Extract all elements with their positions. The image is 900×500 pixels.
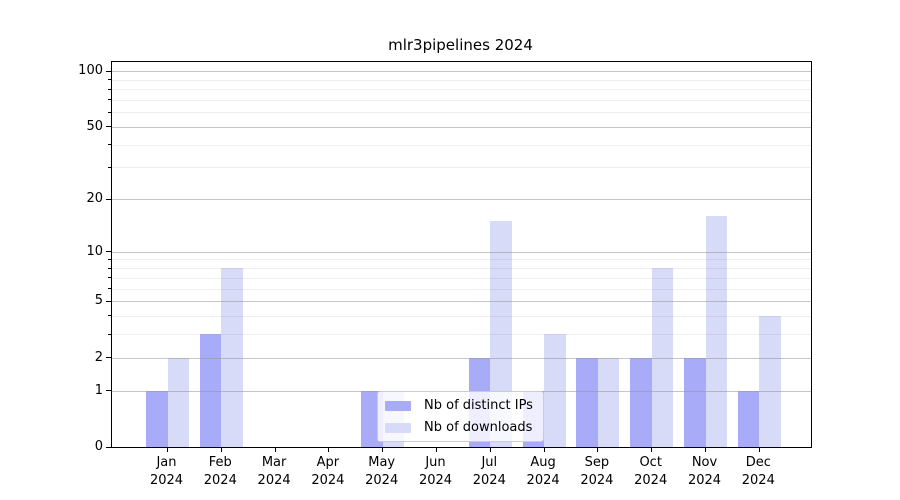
- gridline-major-20: [112, 199, 811, 200]
- bar-nb-of-distinct-ips-oct: [630, 357, 652, 447]
- x-tick-label-nov: Nov 2024: [687, 455, 722, 488]
- gridline-minor-80: [112, 89, 811, 90]
- y-tick-label-2: 2: [94, 349, 103, 365]
- gridline-major-10: [112, 251, 811, 253]
- y-minor-tick-70: [108, 99, 111, 101]
- tick-marks-layer: [106, 62, 811, 452]
- x-tick-label-jan: Jan 2024: [149, 455, 184, 488]
- x-tick-jul: [489, 448, 491, 452]
- y-minor-tick-6: [108, 288, 111, 289]
- x-tick-jan: [167, 448, 168, 452]
- x-tick-label-apr: Apr 2024: [311, 455, 345, 488]
- gridline-major-5: [112, 301, 811, 302]
- y-minor-tick-40: [108, 144, 111, 145]
- x-tick-label-jun: Jun 2024: [418, 455, 453, 488]
- gridline-minor-40: [112, 144, 811, 146]
- gridlines-layer: [112, 62, 811, 447]
- bar-nb-of-distinct-ips-dec: [737, 390, 760, 447]
- x-tick-label-oct: Oct 2024: [634, 455, 668, 488]
- y-minor-tick-4: [108, 315, 111, 317]
- gridline-minor-3: [112, 334, 811, 336]
- y-tick-5: [106, 300, 111, 302]
- gridline-major-50: [112, 126, 811, 128]
- y-tick-label-100: 100: [78, 63, 103, 78]
- y-tick-20: [106, 198, 111, 200]
- gridline-major-100: [112, 71, 811, 72]
- x-tick-label-sep: Sep 2024: [580, 455, 614, 488]
- gridline-minor-30: [112, 167, 811, 169]
- gridline-minor-70: [112, 99, 811, 101]
- chart-title: mlr3pipelines 2024: [388, 36, 533, 54]
- legend-item-distinct-ips: Nb of distinct IPs: [385, 398, 533, 413]
- y-tick-label-20: 20: [86, 191, 103, 206]
- bar-nb-of-distinct-ips-jan: [146, 390, 168, 447]
- legend-label-downloads: Nb of downloads: [424, 420, 533, 435]
- legend-swatch-distinct-ips: [385, 400, 411, 411]
- y-minor-tick-8: [108, 267, 111, 269]
- gridline-minor-9: [112, 259, 811, 261]
- x-tick-apr: [328, 448, 330, 452]
- gridline-minor-4: [112, 315, 811, 317]
- bar-nb-of-distinct-ips-nov: [684, 357, 706, 447]
- y-tick-label-50: 50: [86, 118, 103, 134]
- x-tick-label-may: May 2024: [365, 455, 399, 488]
- plot-area: Nb of distinct IPs Nb of downloads: [106, 61, 812, 452]
- x-tick-jun: [436, 448, 437, 452]
- y-tick-0: [106, 446, 111, 448]
- gridline-major-2: [112, 357, 811, 359]
- y-minor-tick-30: [108, 166, 111, 168]
- x-tick-label-aug: Aug 2024: [526, 455, 560, 488]
- gridline-minor-7: [112, 277, 811, 279]
- gridline-minor-60: [112, 112, 811, 114]
- y-minor-tick-90: [108, 79, 111, 80]
- y-tick-2: [106, 357, 111, 358]
- gridline-minor-6: [112, 288, 811, 290]
- y-tick-100: [106, 70, 111, 72]
- y-minor-tick-9: [108, 258, 111, 260]
- y-minor-tick-7: [108, 277, 111, 279]
- bar-nb-of-downloads-jan: [167, 357, 189, 447]
- x-tick-nov: [705, 448, 706, 452]
- x-tick-sep: [597, 448, 599, 452]
- x-tick-label-mar: Mar 2024: [257, 455, 291, 488]
- y-tick-10: [106, 251, 111, 253]
- x-tick-label-feb: Feb 2024: [203, 455, 237, 488]
- x-tick-may: [382, 448, 384, 452]
- x-tick-dec: [758, 448, 760, 452]
- y-minor-tick-3: [108, 333, 111, 335]
- y-tick-label-1: 1: [94, 382, 103, 398]
- bar-nb-of-downloads-nov: [705, 216, 727, 447]
- bar-nb-of-downloads-sep: [597, 357, 620, 447]
- gridline-minor-8: [112, 268, 811, 269]
- y-tick-label-5: 5: [94, 293, 103, 308]
- y-tick-50: [106, 126, 111, 128]
- y-tick-1: [106, 390, 111, 391]
- legend-label-distinct-ips: Nb of distinct IPs: [424, 398, 533, 413]
- legend: Nb of distinct IPs Nb of downloads: [377, 391, 544, 442]
- gridline-minor-90: [112, 79, 811, 81]
- bar-nb-of-distinct-ips-sep: [576, 357, 598, 447]
- x-tick-oct: [651, 448, 653, 452]
- y-minor-tick-80: [108, 88, 111, 90]
- x-tick-aug: [543, 448, 545, 452]
- y-minor-tick-60: [108, 111, 111, 113]
- bar-nb-of-downloads-dec: [759, 315, 781, 447]
- x-tick-feb: [220, 448, 222, 452]
- x-tick-mar: [274, 448, 276, 452]
- legend-item-downloads: Nb of downloads: [385, 420, 533, 435]
- x-tick-label-jul: Jul 2024: [472, 455, 506, 488]
- x-tick-label-dec: Dec 2024: [741, 455, 775, 488]
- y-tick-label-10: 10: [86, 243, 103, 259]
- y-tick-label-0: 0: [94, 439, 103, 454]
- legend-swatch-downloads: [385, 422, 411, 433]
